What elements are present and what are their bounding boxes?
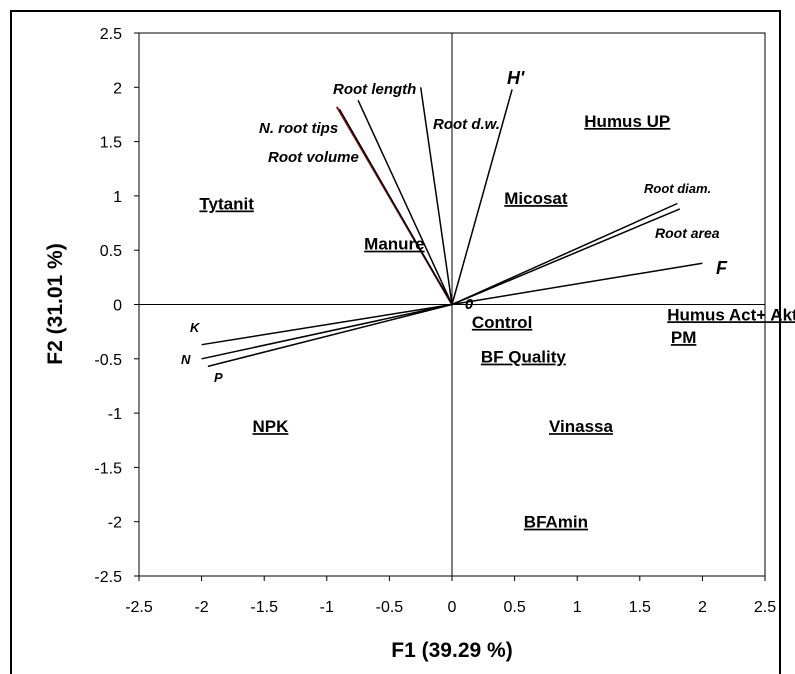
observation-label-control: Control [472,313,532,332]
vector-root-area [451,208,681,306]
y-tick-label: -2.5 [94,569,122,586]
x-tick-label: 1.5 [629,599,651,616]
y-tick-label: 2.5 [100,26,122,43]
y-tick-label: 1 [113,189,122,206]
y-tick-label: -1 [108,406,122,423]
y-axis-title: F2 (31.01 %) [44,243,67,364]
vector-root-volume [338,108,453,305]
variable-label-root-diam: Root diam. [644,181,711,196]
y-tick-label: 2 [113,80,122,97]
figure-frame [10,10,781,674]
observation-label-vinassa: Vinassa [549,417,614,436]
variable-label-root-length: Root length [333,81,416,98]
variable-label-n-root-tips: N. root tips [259,120,338,137]
vector-root-d-w [419,87,453,305]
y-tick-label: -0.5 [94,352,122,369]
x-tick-label: -1.5 [250,599,278,616]
variable-label-k: K [190,320,201,335]
y-tick-label: -1.5 [94,460,122,477]
x-tick-label: 2 [698,599,707,616]
variable-label-h: H' [507,68,525,88]
origin-label: 0 [465,296,474,313]
observation-label-humus-act-akt: Humus Act+ Akt [667,305,795,324]
x-tick-label: 2.5 [754,599,776,616]
observation-label-tytanit: Tytanit [199,195,254,214]
y-tick-label: -2 [108,515,122,532]
vector-h [451,89,513,305]
observation-label-npk: NPK [253,417,290,436]
x-axis-title: F1 (39.29 %) [391,639,512,662]
variable-label-root-volume: Root volume [268,149,359,166]
y-tick-label: 0.5 [100,243,122,260]
vector-p [207,303,453,368]
observation-label-manure: Manure [364,235,424,254]
variable-label-f: F [716,258,728,278]
vector-root-diam [451,202,678,306]
variable-label-root-area: Root area [655,225,720,241]
vector-k [201,303,453,346]
x-tick-label: -0.5 [376,599,404,616]
variable-label-p: P [214,370,223,385]
vector-f [451,262,703,306]
x-tick-label: -1 [320,599,334,616]
variable-label-root-d-w: Root d.w. [433,116,500,133]
y-tick-label: 0 [113,298,122,315]
observation-label-micosat: Micosat [504,189,568,208]
observation-label-pm: PM [671,328,697,347]
x-tick-label: 0.5 [503,599,525,616]
observation-label-bfamin: BFAmin [524,513,588,532]
x-tick-label: -2.5 [125,599,153,616]
x-tick-label: 1 [573,599,582,616]
y-tick-label: 1.5 [100,135,122,152]
variable-label-n: N [181,352,191,367]
x-tick-label: -2 [194,599,208,616]
observation-label-bf-quality: BF Quality [481,348,567,367]
observation-label-humus-up: Humus UP [584,112,670,131]
vector-root-length [357,100,453,305]
vector-n [201,303,453,360]
x-tick-label: 0 [448,599,457,616]
